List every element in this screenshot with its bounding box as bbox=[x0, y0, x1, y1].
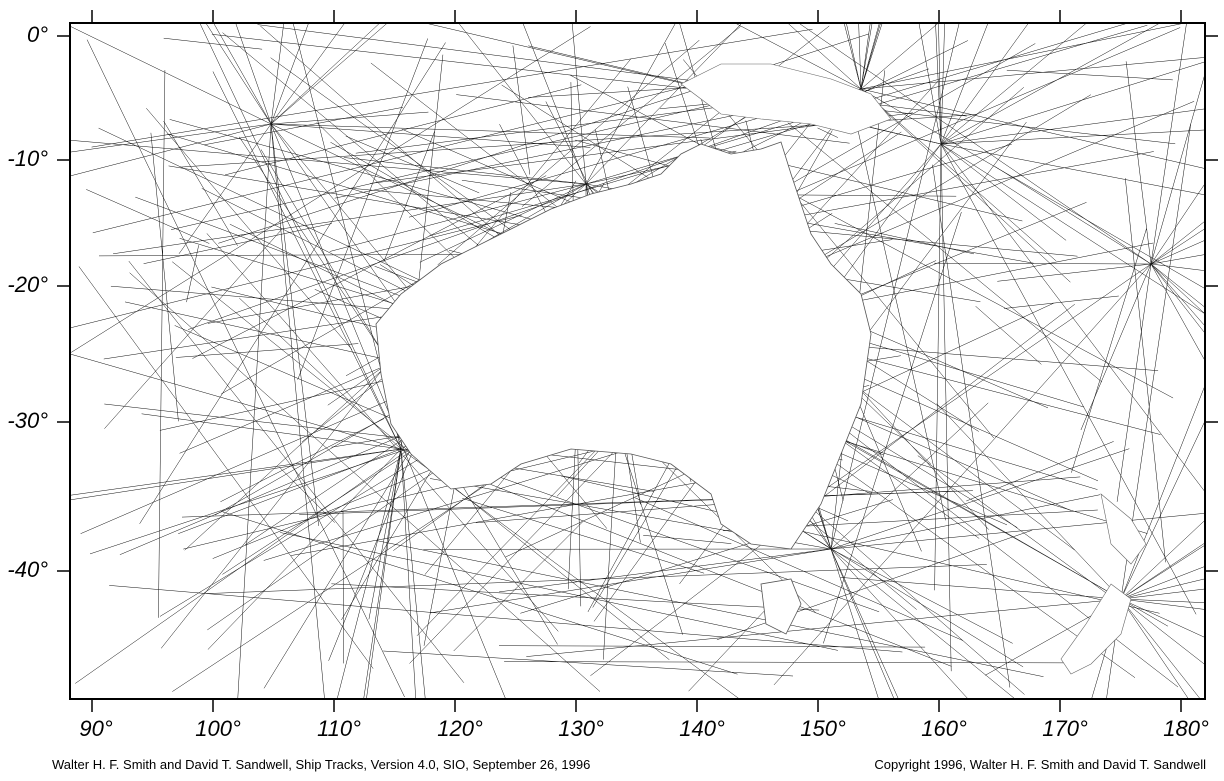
lon-label-160: 160° bbox=[921, 716, 967, 741]
lat-label-30s: -30° bbox=[7, 408, 48, 433]
new-zealand-coastline bbox=[1060, 493, 1147, 675]
tasmania-coastline bbox=[760, 578, 802, 635]
ship-track-map bbox=[69, 22, 1206, 700]
lat-label-0: 0° bbox=[26, 22, 48, 47]
lat-label-20s: -20° bbox=[7, 272, 48, 297]
landmass-outlines bbox=[375, 63, 1147, 675]
credit-source: Walter H. F. Smith and David T. Sandwell… bbox=[52, 757, 591, 772]
lon-label-170: 170° bbox=[1042, 716, 1088, 741]
lon-label-140: 140° bbox=[679, 716, 725, 741]
new-guinea-coastline bbox=[680, 63, 892, 135]
lon-label-100: 100° bbox=[195, 716, 241, 741]
australia-coastline bbox=[375, 141, 872, 550]
credit-copyright: Copyright 1996, Walter H. F. Smith and D… bbox=[874, 757, 1206, 772]
lon-label-180: 180° bbox=[1163, 716, 1209, 741]
lon-label-150: 150° bbox=[800, 716, 846, 741]
lon-label-110: 110° bbox=[317, 716, 361, 741]
lon-label-120: 120° bbox=[437, 716, 483, 741]
lat-label-10s: -10° bbox=[7, 146, 48, 171]
lon-label-130: 130° bbox=[558, 716, 604, 741]
lat-label-40s: -40° bbox=[7, 557, 48, 582]
lon-label-90: 90° bbox=[79, 716, 113, 741]
